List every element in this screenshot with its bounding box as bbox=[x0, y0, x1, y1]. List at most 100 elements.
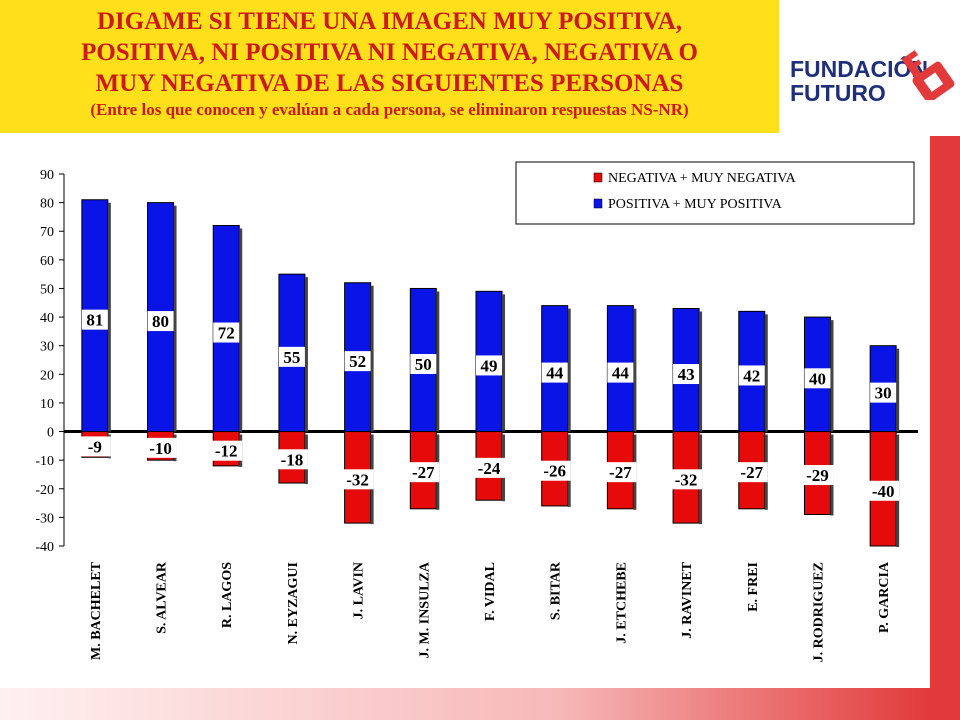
data-label-negative-bg bbox=[275, 449, 308, 470]
data-label-positive-bg bbox=[344, 351, 371, 372]
y-tick-label: 70 bbox=[40, 225, 54, 240]
decorative-bottom-strip bbox=[0, 688, 930, 720]
legend-label: POSITIVA + MUY POSITIVA bbox=[608, 197, 783, 212]
data-label-positive: 80 bbox=[152, 312, 169, 331]
data-label-negative-bg bbox=[735, 462, 768, 483]
data-label-positive: 49 bbox=[481, 356, 498, 375]
data-label-positive: 43 bbox=[678, 365, 695, 384]
data-label-positive-bg bbox=[213, 322, 240, 343]
legend-box bbox=[515, 161, 915, 225]
y-tick-label: -20 bbox=[35, 483, 54, 498]
data-label-positive: 44 bbox=[612, 364, 630, 383]
category-label: J. RODRIGUEZ bbox=[811, 562, 826, 662]
y-tick-label: 20 bbox=[40, 368, 54, 383]
legend-swatch bbox=[593, 172, 603, 183]
category-label: S. ALVEAR bbox=[155, 561, 170, 634]
title-line-3: MUY NEGATIVA DE LAS SIGUIENTES PERSONAS bbox=[95, 70, 684, 97]
category-label: J. LAVIN bbox=[352, 562, 367, 619]
bar-positive-shadow bbox=[764, 314, 768, 432]
data-label-positive: 55 bbox=[283, 348, 300, 367]
category-label: J. ETCHEBE bbox=[614, 562, 629, 644]
data-label-negative-bg bbox=[341, 469, 374, 490]
data-label-negative: -40 bbox=[872, 482, 895, 501]
data-label-negative: -12 bbox=[215, 442, 238, 461]
data-label-positive: 50 bbox=[415, 355, 432, 374]
y-tick-label: 60 bbox=[40, 254, 54, 269]
category-label: J. M. INSULZA bbox=[417, 561, 432, 658]
data-label-positive: 72 bbox=[218, 324, 235, 343]
y-tick-label: 80 bbox=[40, 197, 54, 212]
data-label-positive: 40 bbox=[809, 369, 826, 388]
data-label-negative-bg bbox=[407, 462, 440, 483]
bar-chart: 90 80 70 60 50 40 30 20 10 0 -10 -20 -30 -40 81 -9 M. B… bbox=[35, 161, 918, 662]
data-label-negative: -27 bbox=[412, 463, 435, 482]
decorative-right-strip bbox=[930, 136, 960, 720]
data-label-negative-bg bbox=[78, 436, 111, 457]
category-label: R. LAGOS bbox=[220, 562, 235, 628]
data-label-negative-bg bbox=[604, 462, 637, 483]
y-tick-label: 50 bbox=[40, 282, 54, 297]
data-label-negative: -10 bbox=[149, 439, 172, 458]
data-label-positive-bg bbox=[607, 362, 634, 383]
category-label: M. BACHELET bbox=[89, 561, 104, 660]
data-label-positive-bg bbox=[410, 354, 437, 374]
category-label: S. BITAR bbox=[549, 561, 564, 620]
data-label-positive: 30 bbox=[875, 384, 892, 403]
data-label-positive: 52 bbox=[349, 352, 366, 371]
data-label-positive: 42 bbox=[743, 366, 760, 385]
y-tick-label: 90 bbox=[40, 168, 54, 183]
bar-positive-shadow bbox=[370, 285, 374, 432]
data-label-negative-bg bbox=[801, 465, 834, 486]
data-label-negative-bg bbox=[867, 480, 900, 501]
data-label-negative: -9 bbox=[88, 437, 102, 456]
data-label-positive-bg bbox=[673, 364, 700, 385]
data-label-positive: 44 bbox=[546, 364, 564, 383]
data-label-positive: 81 bbox=[86, 311, 103, 330]
data-label-negative: -18 bbox=[281, 450, 304, 469]
data-label-negative-bg bbox=[473, 457, 505, 478]
data-label-positive-bg bbox=[278, 346, 305, 367]
data-label-negative-bg bbox=[538, 460, 571, 481]
legend-swatch bbox=[593, 198, 603, 209]
y-tick-label: 30 bbox=[40, 340, 54, 355]
fundacion-futuro-logo: FUNDACIÓN FUTURO bbox=[790, 30, 960, 110]
y-tick-label: 0 bbox=[47, 426, 54, 441]
data-label-positive-bg bbox=[738, 365, 765, 386]
category-label: E. FREI bbox=[746, 562, 761, 612]
data-label-positive-bg bbox=[870, 382, 897, 403]
y-tick-label: -30 bbox=[35, 511, 54, 526]
bar-positive-shadow bbox=[107, 202, 111, 432]
key-icon bbox=[901, 50, 955, 100]
data-label-negative-bg bbox=[144, 437, 177, 458]
title-line-2: POSITIVA, NI POSITIVA NI NEGATIVA, NEGAT… bbox=[81, 39, 698, 66]
chart-subtitle: (Entre los que conocen y evalúan a cada … bbox=[90, 100, 689, 119]
data-label-negative: -26 bbox=[543, 462, 566, 481]
y-tick-label: 10 bbox=[40, 397, 54, 412]
data-label-negative: -24 bbox=[478, 459, 501, 478]
bar-positive-shadow bbox=[173, 205, 177, 432]
category-label: F. VIDAL bbox=[483, 562, 498, 621]
category-label: J. RAVINET bbox=[680, 561, 695, 638]
title-banner: DIGAME SI TIENE UNA IMAGEN MUY POSITIVA,… bbox=[0, 0, 779, 133]
bar-positive-shadow bbox=[502, 294, 505, 432]
bar-positive-shadow bbox=[567, 308, 571, 432]
legend-label: NEGATIVA + MUY NEGATIVA bbox=[608, 171, 797, 186]
title-line-1: DIGAME SI TIENE UNA IMAGEN MUY POSITIVA, bbox=[96, 8, 683, 35]
category-label: P. GARCIA bbox=[877, 561, 892, 633]
category-label: N. EYZAGUI bbox=[286, 562, 301, 644]
bar-positive-shadow bbox=[633, 308, 637, 432]
data-label-positive-bg bbox=[541, 362, 568, 383]
bar-positive-shadow bbox=[699, 311, 703, 432]
data-label-negative: -29 bbox=[806, 466, 829, 485]
bar-positive-shadow bbox=[304, 277, 308, 432]
y-tick-label: 40 bbox=[40, 311, 54, 326]
data-label-negative: -32 bbox=[675, 470, 698, 489]
data-label-negative: -32 bbox=[346, 470, 369, 489]
data-label-negative: -27 bbox=[609, 463, 632, 482]
bar-positive-shadow bbox=[436, 291, 440, 432]
data-label-negative-bg bbox=[210, 440, 243, 461]
bar-positive-shadow bbox=[830, 320, 834, 432]
bar-positive-shadow bbox=[239, 228, 243, 432]
data-label-positive-bg bbox=[476, 355, 502, 376]
y-tick-label: -40 bbox=[35, 540, 54, 555]
